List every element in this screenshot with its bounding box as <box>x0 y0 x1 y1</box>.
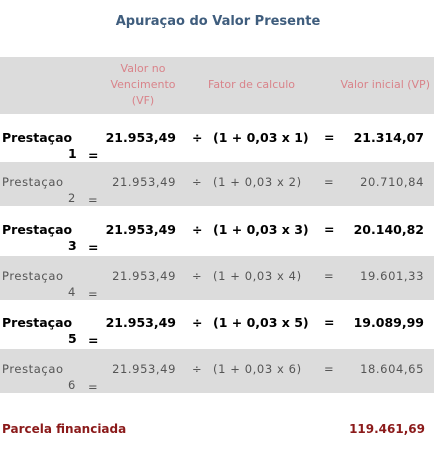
row-divide: ÷ <box>192 362 203 376</box>
row-equals-2: = <box>324 269 335 283</box>
row-label: Prestaçao <box>2 315 73 330</box>
row-factor: (1 + 0,03 x 6) <box>213 362 302 376</box>
row-vf: 21.953,49 <box>112 362 176 376</box>
header-line: Valor no <box>120 62 166 75</box>
header-line: (VF) <box>131 94 155 107</box>
row-vf: 21.953,49 <box>112 175 176 189</box>
row-equals: = <box>88 193 99 207</box>
row-factor: (1 + 0,03 x 1) <box>213 130 309 145</box>
row-number: 1 <box>68 146 77 161</box>
footer-value: 119.461,69 <box>349 422 425 436</box>
header-band <box>0 57 434 114</box>
table-row: Prestaçao 5 = 21.953,49 ÷ (1 + 0,03 x 5) = 19.0… <box>0 303 434 348</box>
row-equals: = <box>88 148 99 163</box>
row-equals: = <box>88 380 99 394</box>
row-number: 4 <box>68 285 76 299</box>
row-equals: = <box>88 287 99 301</box>
header-line: Vencimento <box>110 78 176 91</box>
row-factor: (1 + 0,03 x 3) <box>213 222 309 237</box>
row-label: Prestaçao <box>2 222 73 237</box>
row-divide: ÷ <box>192 269 203 283</box>
row-vf: 21.953,49 <box>105 130 176 145</box>
row-vf: 21.953,49 <box>105 315 176 330</box>
table-row: Prestaçao 4 = 21.953,49 ÷ (1 + 0,03 x 4) = 19.6… <box>0 256 434 301</box>
header-vf: Valor no Vencimento (VF) <box>103 61 183 109</box>
row-number: 5 <box>68 331 77 346</box>
row-vp: 19.089,99 <box>353 315 424 330</box>
row-number: 3 <box>68 238 77 253</box>
row-number: 6 <box>68 378 76 392</box>
header-factor: Fator de calculo <box>208 78 296 91</box>
header-vp: Valor inicial (VP) <box>340 78 430 91</box>
row-vp: 21.314,07 <box>353 130 424 145</box>
row-label: Prestaçao <box>2 130 73 145</box>
footer-label: Parcela financiada <box>2 422 127 436</box>
table-row: Prestaçao 3 = 21.953,49 ÷ (1 + 0,03 x 3) = 20.1… <box>0 210 434 255</box>
row-divide: ÷ <box>192 130 203 145</box>
row-equals-2: = <box>324 315 335 330</box>
row-label: Prestaçao <box>2 175 64 189</box>
row-vp: 18.604,65 <box>360 362 424 376</box>
row-divide: ÷ <box>192 222 203 237</box>
row-divide: ÷ <box>192 315 203 330</box>
table-row: Prestaçao 1 = 21.953,49 ÷ (1 + 0,03 x 1) = 21.3… <box>0 118 434 163</box>
row-vf: 21.953,49 <box>105 222 176 237</box>
row-equals-2: = <box>324 130 335 145</box>
row-label: Prestaçao <box>2 269 64 283</box>
row-divide: ÷ <box>192 175 203 189</box>
row-factor: (1 + 0,03 x 5) <box>213 315 309 330</box>
row-number: 2 <box>68 191 76 205</box>
row-label: Prestaçao <box>2 362 64 376</box>
title: Apuraçao do Valor Presente <box>115 14 321 29</box>
table-row: Prestaçao 6 = 21.953,49 ÷ (1 + 0,03 x 6) = 18.6… <box>0 349 434 394</box>
row-vp: 19.601,33 <box>360 269 424 283</box>
row-equals-2: = <box>324 222 335 237</box>
row-vp: 20.140,82 <box>353 222 424 237</box>
row-factor: (1 + 0,03 x 2) <box>213 175 302 189</box>
row-equals-2: = <box>324 175 335 189</box>
row-factor: (1 + 0,03 x 4) <box>213 269 302 283</box>
row-vp: 20.710,84 <box>360 175 424 189</box>
row-equals-2: = <box>324 362 335 376</box>
row-vf: 21.953,49 <box>112 269 176 283</box>
row-equals: = <box>88 333 99 348</box>
table-row: Prestaçao 2 = 21.953,49 ÷ (1 + 0,03 x 2) = 20.7… <box>0 162 434 207</box>
row-equals: = <box>88 240 99 255</box>
